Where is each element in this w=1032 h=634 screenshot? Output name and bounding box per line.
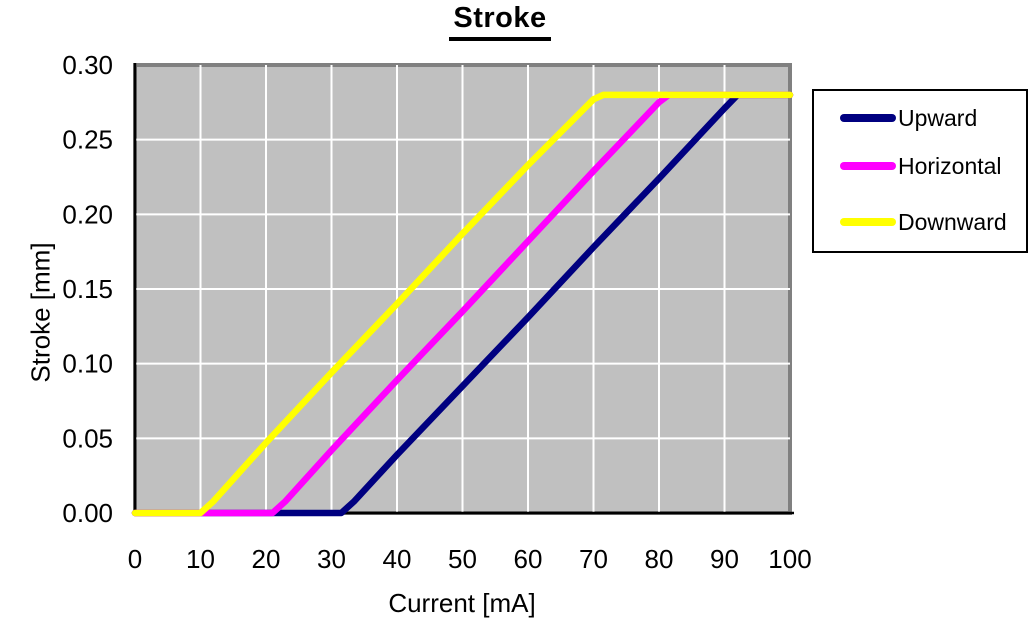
x-tick-label: 0 [128,544,142,574]
legend-item-downward: Downward [840,208,1007,236]
x-tick-label: 100 [768,544,811,574]
y-axis-title: Stroke [mm] [25,242,56,383]
upward-line-swatch [840,114,896,122]
series-line-downward [131,91,794,517]
y-tick-label: 0.15 [62,274,113,304]
legend-item-horizontal: Horizontal [840,152,1002,180]
chart-title-wrap: Stroke [0,2,1000,41]
chart-title: Stroke [449,2,551,41]
y-tick-label: 0.10 [62,349,113,379]
x-tick-label: 20 [252,544,281,574]
y-tick-label: 0.05 [62,423,113,453]
horizontal-line-swatch [840,162,896,170]
legend-item-upward: Upward [840,104,977,132]
y-tick-label: 0.30 [62,50,113,80]
x-tick-label: 80 [645,544,674,574]
x-tick-label: 90 [710,544,739,574]
y-tick-label: 0.25 [62,125,113,155]
legend-label-upward: Upward [898,104,978,131]
legend-label-horizontal: Horizontal [898,152,1002,179]
downward-line-swatch [840,218,896,226]
y-tick-label: 0.20 [62,199,113,229]
legend: Upward Horizontal Downward [812,89,1028,253]
x-tick-label: 40 [383,544,412,574]
x-axis-title: Current [mA] [388,588,536,618]
x-tick-label: 10 [186,544,215,574]
x-tick-label: 30 [317,544,346,574]
x-tick-label: 60 [514,544,543,574]
x-tick-label: 70 [579,544,608,574]
y-tick-label: 0.00 [62,498,113,528]
legend-label-downward: Downward [898,208,1007,235]
x-tick-label: 50 [448,544,477,574]
